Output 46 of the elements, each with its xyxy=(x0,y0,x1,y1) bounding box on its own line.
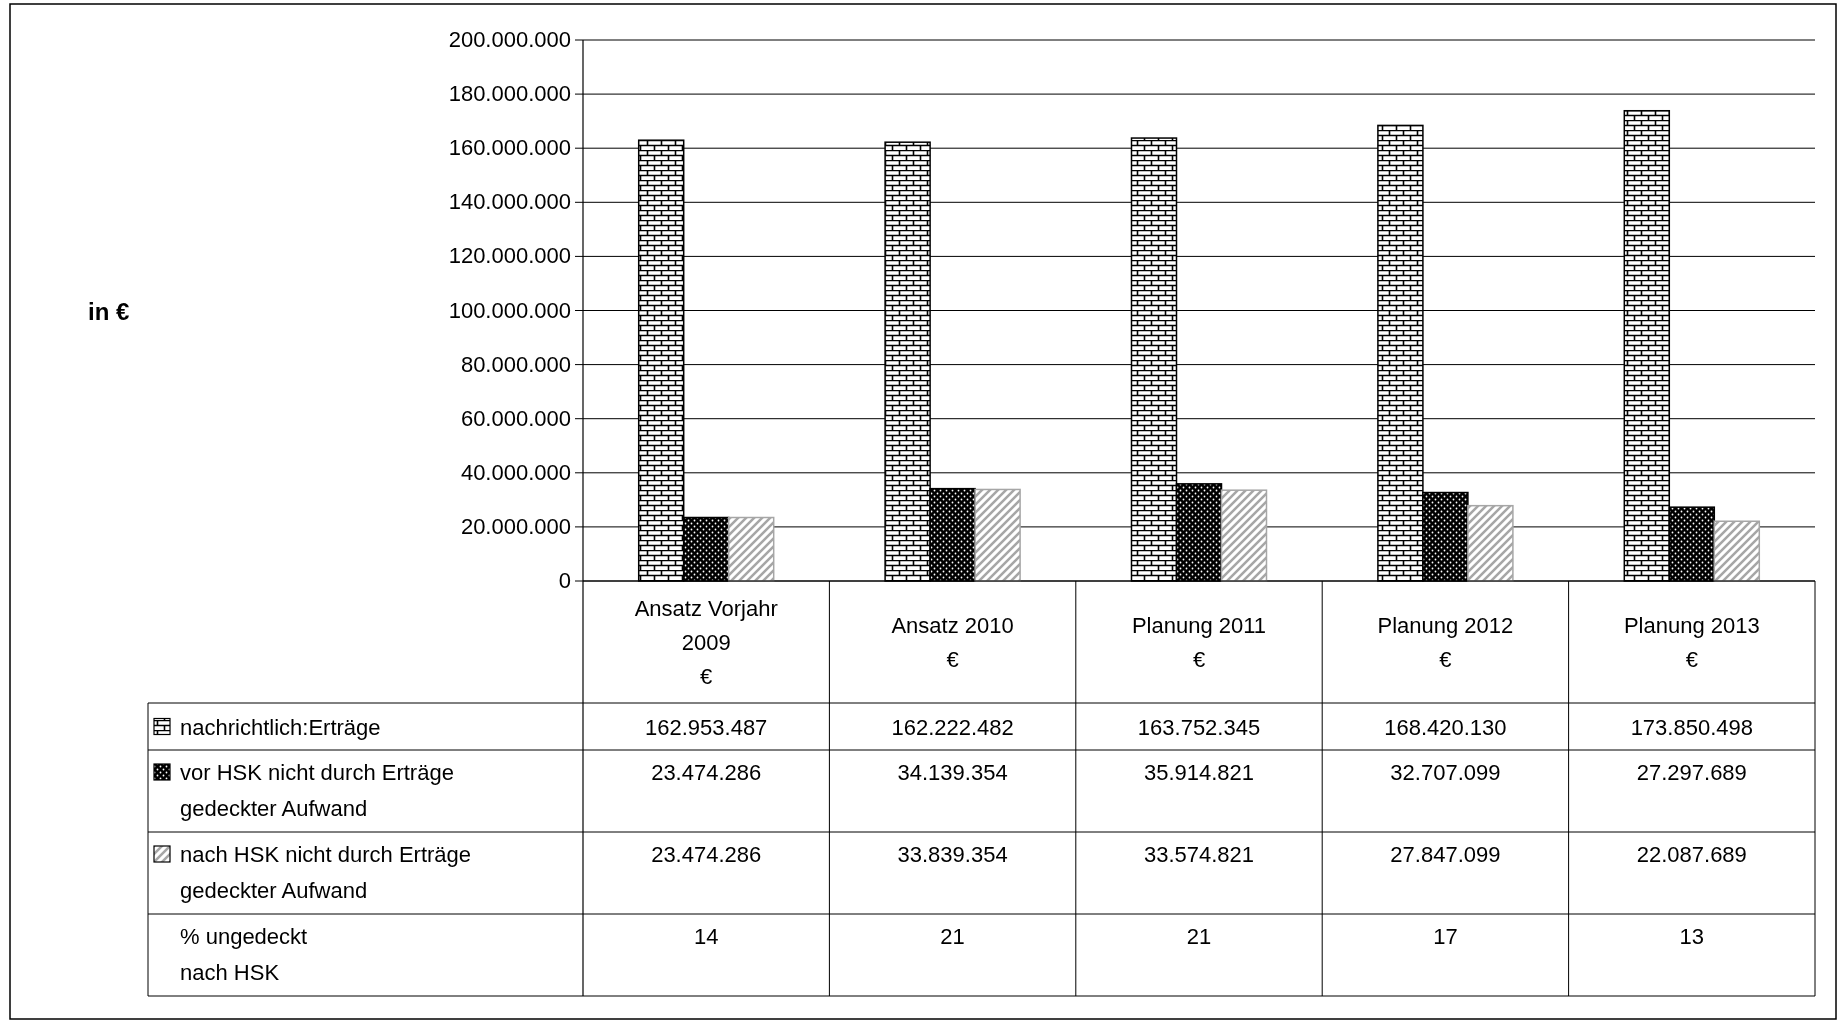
text: 17 xyxy=(1433,924,1458,949)
bar xyxy=(727,516,775,582)
y-tick-label: 140.000.000 xyxy=(448,189,571,215)
bar xyxy=(1467,504,1514,582)
y-tick-label: 120.000.000 xyxy=(448,243,571,269)
text: % ungedeckt nach HSK xyxy=(180,924,308,985)
text: in € xyxy=(88,298,130,325)
bar xyxy=(1713,520,1761,582)
y-tick-label: 160.000.000 xyxy=(448,135,571,161)
bar xyxy=(1220,489,1268,582)
data-label: 35.914.821 xyxy=(1143,760,1255,785)
y-tick-label: 60.000.000 xyxy=(460,405,571,431)
data-label: 27.847.099 xyxy=(1390,842,1501,867)
x-tick-label: Planung 2012 € xyxy=(1377,613,1514,672)
data-label: 173.850.498 xyxy=(1630,714,1753,740)
text: 14 xyxy=(693,924,719,949)
x-tick-label: Planung 2011 € xyxy=(1131,613,1267,672)
data-label: 32.707.099 xyxy=(1390,760,1501,785)
y-tick-label: 100.000.000 xyxy=(448,297,571,323)
legend-label: nach HSK nicht durch Erträge gedeckter Aufwand xyxy=(180,842,472,903)
data-label: 162.953.487 xyxy=(645,714,768,740)
y-tick-label: 40.000.000 xyxy=(460,459,571,485)
legend-label: vor HSK nicht durch Erträge gedeckter Aufwand xyxy=(180,760,454,821)
y-tick-label: 200.000.000 xyxy=(448,27,571,52)
x-tick-label: Planung 2013 € xyxy=(1623,613,1760,672)
data-label: 34.139.354 xyxy=(897,760,1008,785)
text: 21 xyxy=(940,924,965,949)
text: 21 xyxy=(1186,924,1212,949)
x-tick-label: Ansatz 2010 € xyxy=(891,613,1014,672)
data-label: 23.474.286 xyxy=(651,760,762,785)
legend-label: nachrichtlich:Erträge xyxy=(180,714,381,740)
y-tick-label: 80.000.000 xyxy=(460,351,571,377)
data-label: 22.087.689 xyxy=(1636,842,1747,867)
y-tick-label: 20.000.000 xyxy=(460,513,571,539)
y-tick-label: 0 xyxy=(558,568,571,593)
data-label: 162.222.482 xyxy=(891,714,1014,740)
y-tick-label: 180.000.000 xyxy=(448,81,571,107)
data-label: 27.297.689 xyxy=(1636,760,1747,785)
data-label: 33.839.354 xyxy=(897,842,1008,867)
data-label: 23.474.286 xyxy=(651,842,762,867)
text: 13 xyxy=(1679,924,1705,949)
data-label: 163.752.345 xyxy=(1137,714,1261,740)
data-label: 33.574.821 xyxy=(1143,842,1255,867)
x-tick-label: Ansatz Vorjahr 2009 € xyxy=(634,596,778,689)
bar xyxy=(974,488,1021,582)
data-label: 168.420.130 xyxy=(1384,714,1507,740)
